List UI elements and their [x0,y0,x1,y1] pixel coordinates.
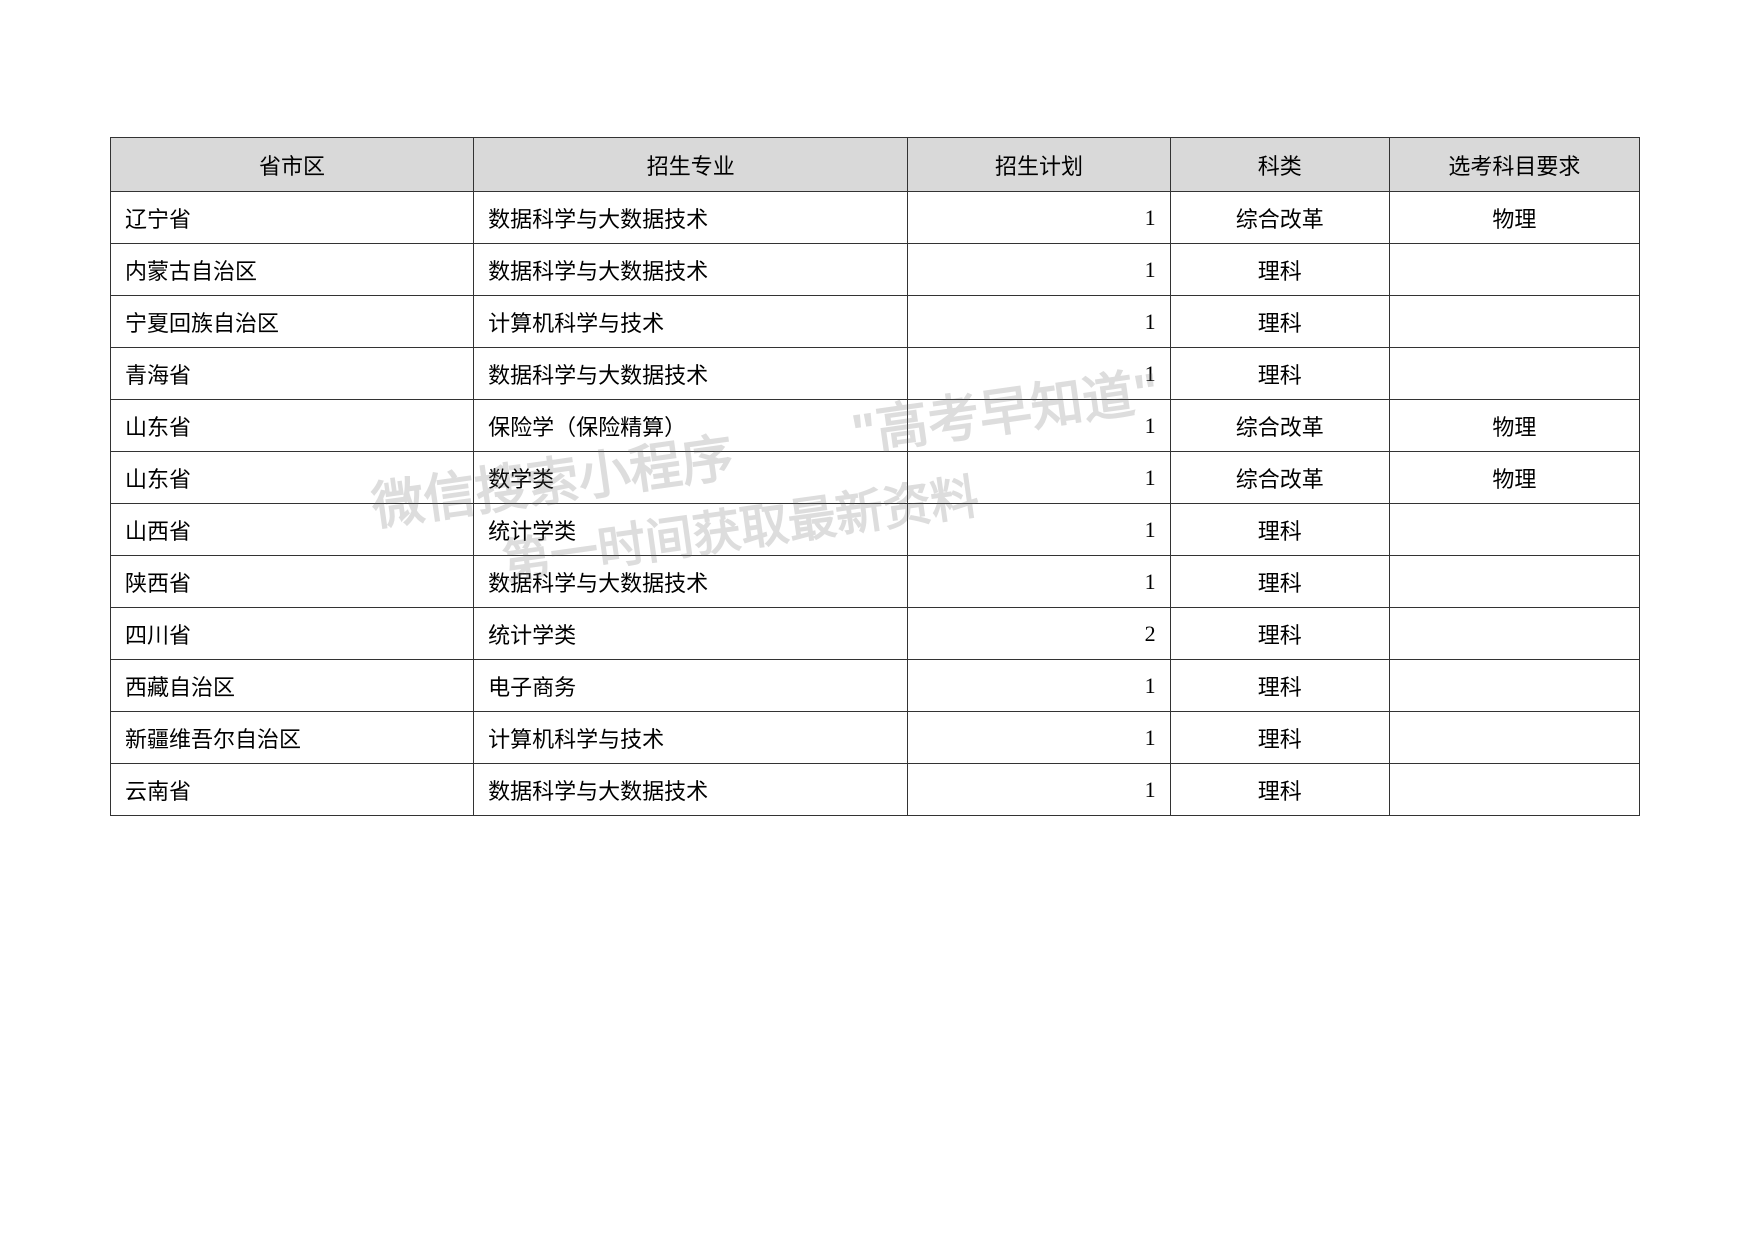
cell-category: 理科 [1170,296,1389,348]
cell-requirement [1389,348,1639,400]
cell-category: 理科 [1170,712,1389,764]
cell-plan: 1 [908,348,1170,400]
cell-requirement: 物理 [1389,452,1639,504]
table-row: 山东省保险学（保险精算）1综合改革物理 [111,400,1640,452]
cell-major: 电子商务 [474,660,908,712]
cell-major: 统计学类 [474,504,908,556]
table-row: 宁夏回族自治区计算机科学与技术1理科 [111,296,1640,348]
cell-requirement [1389,712,1639,764]
table-header-row: 省市区 招生专业 招生计划 科类 选考科目要求 [111,138,1640,192]
cell-plan: 1 [908,452,1170,504]
table-row: 四川省统计学类2理科 [111,608,1640,660]
cell-category: 理科 [1170,764,1389,816]
cell-province: 陕西省 [111,556,474,608]
cell-province: 山西省 [111,504,474,556]
cell-major: 计算机科学与技术 [474,712,908,764]
cell-major: 数学类 [474,452,908,504]
table-row: 山西省统计学类1理科 [111,504,1640,556]
cell-requirement [1389,244,1639,296]
cell-province: 山东省 [111,400,474,452]
cell-major: 统计学类 [474,608,908,660]
cell-plan: 1 [908,660,1170,712]
header-requirement: 选考科目要求 [1389,138,1639,192]
cell-category: 理科 [1170,348,1389,400]
cell-plan: 1 [908,192,1170,244]
cell-category: 理科 [1170,244,1389,296]
cell-plan: 2 [908,608,1170,660]
cell-requirement [1389,296,1639,348]
cell-major: 数据科学与大数据技术 [474,244,908,296]
cell-province: 青海省 [111,348,474,400]
cell-major: 数据科学与大数据技术 [474,556,908,608]
table-row: 山东省数学类1综合改革物理 [111,452,1640,504]
cell-category: 理科 [1170,504,1389,556]
table-row: 云南省数据科学与大数据技术1理科 [111,764,1640,816]
cell-major: 保险学（保险精算） [474,400,908,452]
cell-province: 内蒙古自治区 [111,244,474,296]
header-province: 省市区 [111,138,474,192]
cell-requirement [1389,764,1639,816]
cell-plan: 1 [908,400,1170,452]
header-plan: 招生计划 [908,138,1170,192]
cell-major: 数据科学与大数据技术 [474,764,908,816]
table-row: 内蒙古自治区数据科学与大数据技术1理科 [111,244,1640,296]
cell-province: 辽宁省 [111,192,474,244]
cell-province: 新疆维吾尔自治区 [111,712,474,764]
table-row: 青海省数据科学与大数据技术1理科 [111,348,1640,400]
admissions-table-container: 省市区 招生专业 招生计划 科类 选考科目要求 辽宁省数据科学与大数据技术1综合… [110,137,1640,816]
cell-requirement [1389,556,1639,608]
header-category: 科类 [1170,138,1389,192]
cell-plan: 1 [908,712,1170,764]
cell-category: 理科 [1170,660,1389,712]
cell-province: 宁夏回族自治区 [111,296,474,348]
cell-requirement: 物理 [1389,400,1639,452]
cell-requirement: 物理 [1389,192,1639,244]
cell-category: 综合改革 [1170,452,1389,504]
table-row: 新疆维吾尔自治区计算机科学与技术1理科 [111,712,1640,764]
table-row: 西藏自治区电子商务1理科 [111,660,1640,712]
cell-major: 计算机科学与技术 [474,296,908,348]
table-row: 辽宁省数据科学与大数据技术1综合改革物理 [111,192,1640,244]
cell-plan: 1 [908,556,1170,608]
cell-requirement [1389,608,1639,660]
cell-requirement [1389,504,1639,556]
cell-category: 综合改革 [1170,192,1389,244]
cell-plan: 1 [908,764,1170,816]
admissions-table: 省市区 招生专业 招生计划 科类 选考科目要求 辽宁省数据科学与大数据技术1综合… [110,137,1640,816]
cell-plan: 1 [908,296,1170,348]
cell-category: 理科 [1170,556,1389,608]
cell-province: 四川省 [111,608,474,660]
cell-major: 数据科学与大数据技术 [474,192,908,244]
cell-province: 山东省 [111,452,474,504]
table-row: 陕西省数据科学与大数据技术1理科 [111,556,1640,608]
header-major: 招生专业 [474,138,908,192]
cell-category: 理科 [1170,608,1389,660]
table-body: 辽宁省数据科学与大数据技术1综合改革物理内蒙古自治区数据科学与大数据技术1理科宁… [111,192,1640,816]
cell-plan: 1 [908,504,1170,556]
cell-plan: 1 [908,244,1170,296]
cell-major: 数据科学与大数据技术 [474,348,908,400]
cell-province: 西藏自治区 [111,660,474,712]
cell-category: 综合改革 [1170,400,1389,452]
cell-requirement [1389,660,1639,712]
cell-province: 云南省 [111,764,474,816]
